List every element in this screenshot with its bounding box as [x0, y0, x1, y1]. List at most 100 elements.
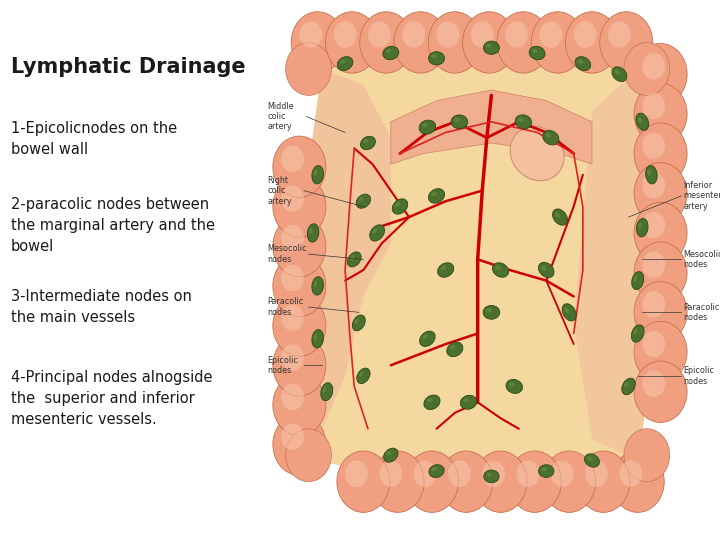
Ellipse shape	[307, 224, 319, 242]
Ellipse shape	[585, 454, 600, 467]
Ellipse shape	[622, 378, 635, 395]
Ellipse shape	[638, 222, 642, 229]
Circle shape	[325, 12, 379, 73]
Ellipse shape	[646, 166, 657, 184]
Ellipse shape	[422, 123, 428, 127]
Ellipse shape	[314, 170, 317, 176]
Ellipse shape	[347, 252, 361, 267]
Circle shape	[281, 225, 304, 252]
Polygon shape	[391, 90, 592, 164]
Ellipse shape	[449, 345, 455, 349]
Ellipse shape	[564, 307, 569, 313]
Circle shape	[281, 305, 304, 331]
Circle shape	[531, 12, 584, 73]
Ellipse shape	[386, 49, 392, 53]
Circle shape	[543, 451, 595, 512]
Text: Right
colic
artery: Right colic artery	[267, 176, 292, 206]
Text: Mesocolic
nodes: Mesocolic nodes	[683, 249, 720, 269]
Circle shape	[577, 451, 630, 512]
Ellipse shape	[312, 329, 323, 348]
Ellipse shape	[321, 383, 333, 401]
Circle shape	[608, 21, 631, 48]
Ellipse shape	[631, 272, 644, 289]
Ellipse shape	[515, 115, 531, 129]
Circle shape	[273, 335, 326, 396]
Polygon shape	[574, 69, 665, 461]
Circle shape	[634, 83, 687, 145]
Ellipse shape	[359, 372, 364, 376]
Circle shape	[402, 21, 425, 48]
Ellipse shape	[614, 70, 620, 75]
Ellipse shape	[420, 331, 435, 347]
Ellipse shape	[340, 59, 346, 64]
Circle shape	[482, 461, 505, 487]
Circle shape	[642, 93, 665, 119]
Circle shape	[273, 374, 326, 436]
Circle shape	[281, 265, 304, 291]
Circle shape	[448, 461, 471, 487]
Ellipse shape	[361, 136, 375, 150]
Ellipse shape	[446, 342, 463, 356]
Ellipse shape	[487, 472, 492, 476]
Circle shape	[642, 132, 665, 159]
Ellipse shape	[356, 368, 370, 383]
Ellipse shape	[631, 325, 644, 342]
Ellipse shape	[323, 387, 326, 393]
Ellipse shape	[552, 209, 567, 225]
Ellipse shape	[555, 212, 560, 218]
Circle shape	[394, 12, 447, 73]
Circle shape	[300, 21, 323, 48]
Circle shape	[574, 21, 597, 48]
Circle shape	[333, 21, 356, 48]
Circle shape	[286, 43, 331, 96]
Ellipse shape	[356, 194, 371, 208]
Text: Paracolic
nodes: Paracolic nodes	[267, 298, 304, 317]
Circle shape	[642, 331, 665, 357]
Circle shape	[405, 451, 459, 512]
Circle shape	[428, 12, 482, 73]
Ellipse shape	[638, 117, 642, 123]
Circle shape	[642, 172, 665, 199]
Ellipse shape	[431, 55, 437, 58]
Circle shape	[462, 12, 516, 73]
Ellipse shape	[369, 225, 384, 241]
Ellipse shape	[359, 197, 364, 201]
Circle shape	[611, 451, 665, 512]
Circle shape	[634, 44, 687, 105]
Polygon shape	[294, 26, 665, 503]
Ellipse shape	[495, 266, 501, 270]
Circle shape	[642, 212, 665, 238]
Ellipse shape	[486, 44, 492, 48]
Ellipse shape	[510, 126, 564, 181]
Ellipse shape	[546, 133, 552, 138]
Ellipse shape	[431, 467, 437, 471]
Ellipse shape	[395, 202, 400, 207]
Text: Lymphatic Drainage: Lymphatic Drainage	[11, 57, 246, 77]
Circle shape	[634, 202, 687, 264]
Ellipse shape	[486, 308, 492, 312]
Circle shape	[585, 461, 608, 487]
Ellipse shape	[431, 192, 437, 196]
Ellipse shape	[636, 113, 649, 131]
Circle shape	[281, 185, 304, 212]
Ellipse shape	[419, 120, 436, 134]
Circle shape	[273, 295, 326, 356]
Ellipse shape	[363, 139, 369, 143]
Circle shape	[414, 461, 436, 487]
Text: Inferior
mesenteric
artery: Inferior mesenteric artery	[683, 181, 720, 211]
Text: 3-Intermediate nodes on
the main vessels: 3-Intermediate nodes on the main vessels	[11, 289, 192, 325]
Ellipse shape	[612, 67, 627, 82]
Ellipse shape	[372, 228, 377, 234]
Ellipse shape	[636, 219, 648, 237]
Ellipse shape	[492, 263, 508, 277]
Ellipse shape	[562, 303, 576, 321]
Ellipse shape	[587, 456, 593, 461]
Circle shape	[286, 429, 331, 482]
Ellipse shape	[424, 395, 440, 409]
Circle shape	[474, 451, 527, 512]
Ellipse shape	[352, 315, 365, 331]
Ellipse shape	[429, 464, 444, 477]
Ellipse shape	[423, 334, 428, 339]
Ellipse shape	[428, 188, 445, 203]
Circle shape	[273, 136, 326, 198]
